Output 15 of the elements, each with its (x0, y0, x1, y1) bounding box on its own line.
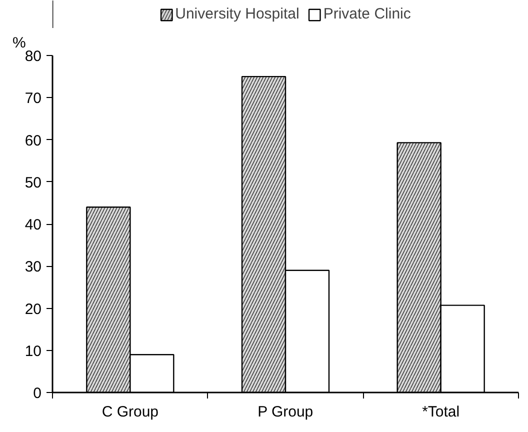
x-tick-label: P Group (258, 404, 314, 420)
y-tick-label: 70 (24, 90, 42, 108)
y-tick-label: 20 (24, 300, 42, 318)
y-tick-label: 40 (24, 216, 42, 234)
x-tick-label: *Total (422, 404, 460, 420)
y-tick-label: 80 (24, 48, 42, 65)
y-tick-label: 0 (33, 385, 42, 402)
y-tick-label: 30 (24, 258, 42, 276)
y-tick-label: 10 (24, 342, 42, 360)
x-tick-label: C Group (102, 404, 159, 420)
legend-label: University Hospital (175, 6, 300, 22)
y-tick-label: 50 (24, 174, 42, 192)
y-axis-title: % (12, 34, 26, 52)
legend-label: Private Clinic (323, 6, 411, 22)
y-tick-label: 60 (24, 132, 42, 150)
